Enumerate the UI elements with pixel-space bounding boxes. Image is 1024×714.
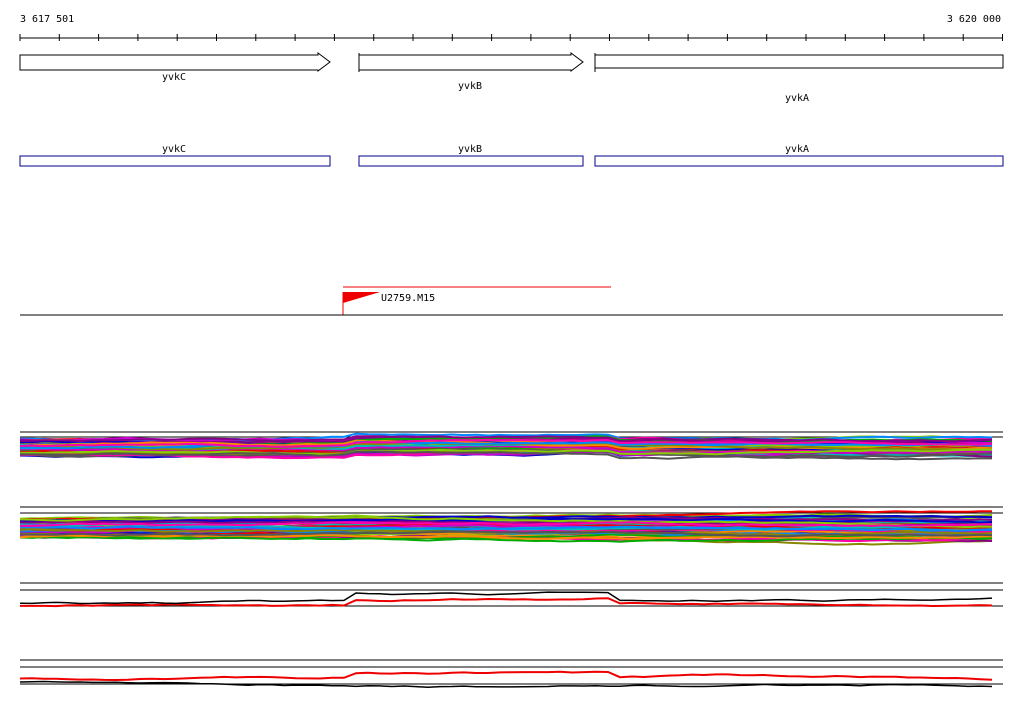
expression-line — [19, 440, 993, 450]
transcript-label: yvkA — [785, 144, 809, 155]
expression-line — [19, 680, 993, 689]
expression-line — [19, 515, 993, 529]
gene-arrow — [19, 52, 331, 72]
transcript-box — [19, 155, 331, 167]
expression-tracks — [19, 431, 1003, 689]
ruler-end: 3 620 000 — [947, 14, 1001, 25]
expression-line — [19, 530, 993, 538]
gene-arrow — [358, 52, 584, 72]
expression-line — [19, 521, 993, 528]
ruler-ticks — [19, 34, 1003, 41]
expression-line — [19, 450, 993, 460]
expression-line — [19, 438, 993, 448]
expression-line — [19, 448, 993, 456]
expression-line — [19, 534, 993, 541]
ruler-start: 3 617 501 — [20, 14, 74, 25]
transcript-box — [594, 155, 1004, 167]
transcript-label: yvkC — [162, 144, 186, 155]
gene-label: yvkB — [458, 81, 482, 92]
expression-line — [19, 670, 993, 682]
promoter-label: U2759.M15 — [381, 293, 435, 304]
expression-line — [19, 591, 993, 605]
expression-line — [20, 597, 993, 608]
gene-arrow — [594, 54, 1004, 69]
transcript-label: yvkB — [458, 144, 482, 155]
gene-label: yvkC — [162, 72, 186, 83]
gene-label: yvkA — [785, 93, 809, 104]
expression-line — [19, 525, 993, 532]
expression-line — [19, 435, 993, 443]
transcript-box — [358, 155, 584, 167]
promoter-flag — [343, 292, 380, 303]
